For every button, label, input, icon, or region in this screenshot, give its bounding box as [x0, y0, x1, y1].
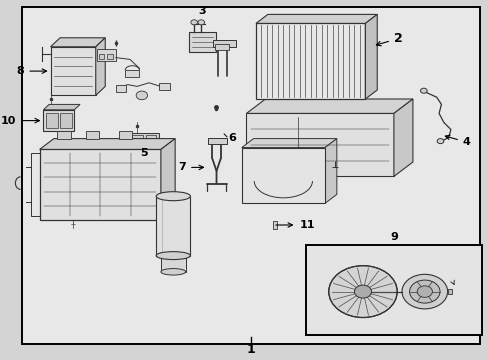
Polygon shape — [96, 38, 105, 95]
Bar — [215, 44, 229, 50]
Text: 5: 5 — [140, 148, 148, 158]
Bar — [99, 54, 104, 59]
Text: 2: 2 — [376, 32, 402, 46]
Polygon shape — [365, 14, 376, 99]
Text: 6: 6 — [228, 132, 236, 143]
Bar — [213, 40, 236, 47]
Circle shape — [198, 20, 204, 25]
Circle shape — [136, 91, 147, 100]
Bar — [256, 23, 365, 99]
Text: 8: 8 — [17, 66, 46, 76]
Bar — [273, 221, 276, 229]
Circle shape — [416, 286, 431, 297]
Polygon shape — [393, 99, 412, 176]
Text: 9: 9 — [389, 232, 397, 242]
Text: 4: 4 — [445, 135, 470, 147]
Bar — [305, 245, 481, 335]
Polygon shape — [325, 139, 336, 203]
Circle shape — [190, 20, 197, 25]
Bar — [130, 133, 158, 146]
Polygon shape — [246, 99, 412, 113]
Bar — [85, 131, 99, 139]
Bar — [97, 49, 116, 61]
Bar — [50, 47, 96, 95]
Polygon shape — [50, 38, 105, 47]
Ellipse shape — [156, 192, 190, 201]
Circle shape — [436, 139, 443, 144]
Bar — [145, 135, 156, 144]
Text: 3: 3 — [198, 6, 206, 16]
Circle shape — [328, 266, 396, 318]
Bar — [43, 110, 74, 131]
Circle shape — [409, 280, 439, 303]
Ellipse shape — [156, 252, 190, 260]
Bar — [189, 32, 215, 52]
Bar — [158, 83, 170, 90]
Bar — [132, 135, 142, 144]
Polygon shape — [43, 104, 80, 110]
Ellipse shape — [161, 269, 185, 275]
Bar — [125, 70, 139, 77]
Bar — [46, 113, 58, 128]
Bar — [40, 149, 161, 220]
Circle shape — [401, 274, 447, 309]
Bar — [107, 54, 113, 59]
Bar — [447, 289, 451, 294]
Text: 7: 7 — [178, 162, 203, 172]
Bar — [156, 196, 190, 256]
Bar — [241, 148, 325, 203]
Polygon shape — [40, 139, 175, 149]
Circle shape — [354, 285, 371, 298]
Text: 10: 10 — [0, 116, 40, 126]
Bar — [119, 131, 132, 139]
Bar — [57, 131, 70, 139]
Bar — [161, 256, 185, 272]
Polygon shape — [161, 139, 175, 220]
Bar — [116, 85, 126, 92]
Circle shape — [420, 88, 427, 93]
Bar — [208, 138, 227, 144]
Text: 1: 1 — [246, 343, 255, 356]
Polygon shape — [246, 113, 393, 176]
Polygon shape — [256, 14, 376, 23]
Polygon shape — [241, 139, 336, 148]
Bar — [31, 153, 40, 216]
Text: 11: 11 — [275, 220, 314, 230]
Bar — [60, 113, 72, 128]
